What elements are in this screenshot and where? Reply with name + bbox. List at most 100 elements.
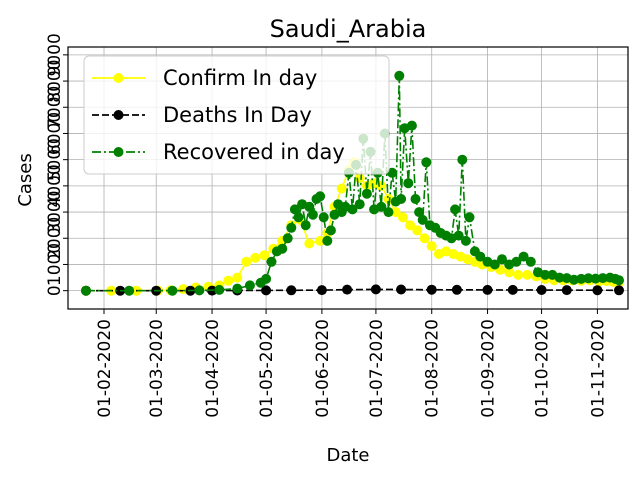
data-point [518, 251, 529, 262]
x-tick-label: 01-11-2020 [588, 319, 608, 418]
data-point [261, 285, 272, 296]
data-point [396, 194, 407, 204]
data-point [464, 212, 475, 223]
data-point [289, 204, 300, 215]
data-point [342, 284, 353, 295]
legend-marker [113, 147, 124, 157]
data-point [561, 285, 572, 296]
data-point [403, 178, 414, 189]
data-point [522, 269, 533, 280]
data-point [315, 191, 326, 202]
data-point [576, 273, 587, 284]
x-tick-label: 01-05-2020 [257, 319, 277, 418]
x-tick-label: 01-06-2020 [313, 319, 333, 418]
legend-label: Deaths In Day [163, 103, 312, 127]
data-point [453, 230, 464, 241]
data-point [261, 273, 272, 284]
data-point [410, 194, 421, 204]
data-point [417, 214, 428, 225]
y-tick-label: 2000 [45, 217, 65, 260]
data-point [286, 285, 297, 296]
data-point [406, 120, 417, 131]
y-axis-label: Cases [15, 153, 36, 206]
data-point [277, 243, 288, 254]
data-point [347, 204, 358, 215]
data-point [244, 280, 255, 291]
data-point [304, 238, 315, 249]
data-point [370, 284, 381, 295]
series-2 [81, 284, 624, 296]
data-point [361, 188, 372, 199]
data-point [414, 207, 425, 218]
data-point [286, 222, 297, 233]
data-point [457, 154, 468, 165]
data-point [300, 220, 311, 231]
data-point [304, 201, 315, 212]
y-tick-label: 0 [45, 285, 65, 296]
data-point [451, 284, 462, 295]
y-tick-label: 7000 [45, 86, 65, 129]
data-point [390, 207, 401, 218]
y-tick-label: 1000 [45, 243, 65, 286]
x-tick-label: 01-09-2020 [479, 319, 499, 418]
data-point [419, 233, 430, 244]
legend-label: Recovered in day [163, 140, 345, 164]
data-point [394, 70, 405, 81]
data-point [583, 273, 594, 284]
data-point [592, 285, 603, 296]
y-tick-label: 8000 [45, 59, 65, 102]
data-point [383, 207, 394, 218]
legend: Confirm In day Deaths In Day Recovered in … [83, 55, 390, 175]
data-point [590, 273, 601, 284]
data-point [336, 183, 347, 194]
data-point [124, 285, 135, 296]
plot-frame [67, 46, 629, 310]
data-point [412, 225, 423, 236]
plot-area: 01-02-2020 01-03-2020 01-04-2020 01-05-2020… [45, 33, 629, 418]
data-point [489, 259, 500, 270]
legend-box [83, 55, 390, 175]
data-point [232, 283, 243, 294]
series-layer [81, 70, 624, 296]
data-point [354, 199, 365, 210]
data-point [507, 284, 518, 295]
x-ticks: 01-02-2020 01-03-2020 01-04-2020 01-05-2020… [95, 309, 608, 418]
chart-title: Saudi_Arabia [270, 15, 427, 43]
legend-marker [113, 73, 124, 83]
x-axis-label: Date [326, 445, 369, 466]
data-point [450, 204, 461, 215]
data-point [318, 212, 329, 223]
data-point [232, 272, 243, 283]
legend-items: Confirm In day Deaths In Day Recovered in … [92, 66, 345, 164]
y-tick-label: 4000 [45, 164, 65, 207]
x-tick-label: 01-08-2020 [423, 319, 443, 418]
data-point [397, 212, 408, 223]
x-tick-label: 01-04-2020 [203, 319, 223, 418]
data-point [597, 273, 608, 284]
x-tick-label: 01-03-2020 [147, 319, 167, 418]
data-point [511, 256, 522, 267]
data-point [194, 285, 205, 296]
x-tick-label: 01-10-2020 [533, 319, 553, 418]
data-point [614, 285, 624, 296]
data-point [223, 275, 234, 286]
data-point [426, 241, 437, 252]
x-tick-label: 01-07-2020 [367, 319, 387, 418]
y-tick-label: 3000 [45, 190, 65, 233]
data-point [387, 167, 398, 178]
data-point [325, 225, 336, 236]
data-point [396, 284, 407, 295]
data-point [497, 254, 507, 265]
y-tick-label: 5000 [45, 138, 65, 181]
data-point [614, 275, 624, 286]
data-point [525, 256, 536, 267]
legend-marker [113, 110, 124, 120]
data-point [540, 269, 551, 280]
data-point [316, 285, 327, 296]
y-tick-label: 9000 [45, 33, 65, 76]
data-point [405, 220, 416, 231]
data-point [293, 212, 304, 223]
data-point [513, 269, 524, 280]
